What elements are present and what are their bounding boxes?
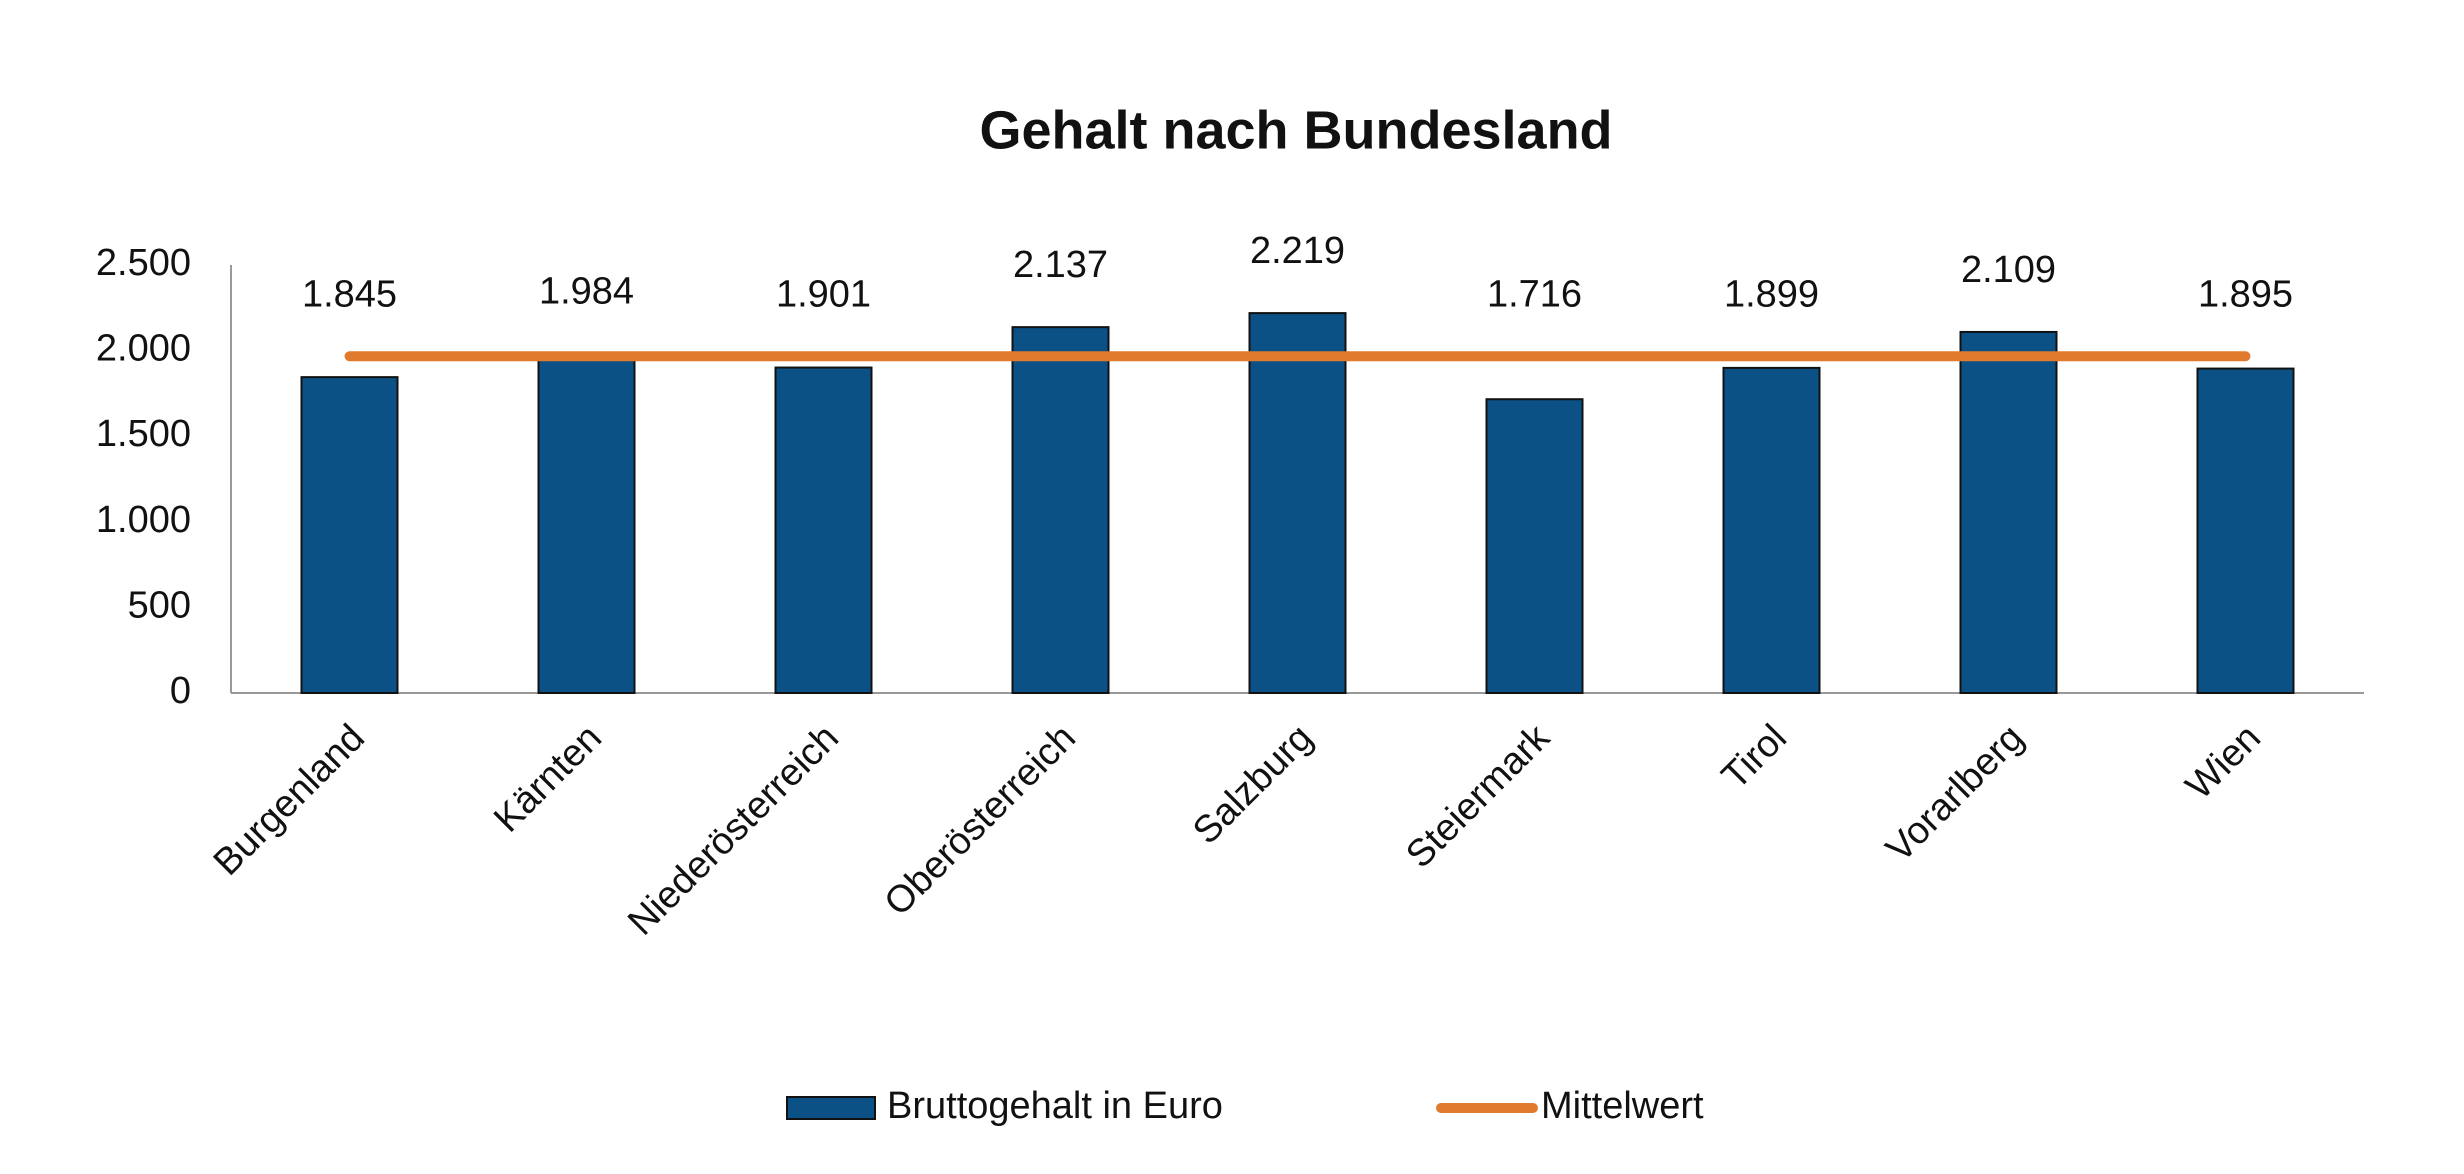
bar <box>1485 398 1584 694</box>
value-label: 2.137 <box>1013 244 1108 286</box>
x-tick-label: Kärnten <box>486 717 610 841</box>
value-label: 1.901 <box>776 273 871 315</box>
value-label: 1.845 <box>302 273 397 315</box>
x-tick-label: Vorarlberg <box>1878 717 2032 871</box>
y-tick-label: 1.000 <box>96 499 191 541</box>
x-tick-label: Tirol <box>1714 717 1795 798</box>
value-label: 1.716 <box>1487 273 1582 315</box>
y-tick-label: 2.500 <box>96 242 191 284</box>
legend-label: Mittelwert <box>1541 1085 1704 1127</box>
x-tick-label: Niederösterreich <box>620 717 847 944</box>
bar <box>1959 330 2058 694</box>
y-tick-label: 1.500 <box>96 413 191 455</box>
bar <box>1722 366 1821 694</box>
legend-swatch <box>786 1096 876 1120</box>
value-label: 1.895 <box>2198 273 2293 315</box>
x-tick-label: Oberösterreich <box>877 717 1084 924</box>
x-tick-label: Burgenland <box>206 717 373 884</box>
legend-label: Bruttogehalt in Euro <box>887 1085 1223 1127</box>
chart-title: Gehalt nach Bundesland <box>979 100 1612 160</box>
bar <box>1011 326 1110 694</box>
bar <box>2196 367 2295 694</box>
y-tick-label: 0 <box>170 670 191 712</box>
bar <box>537 352 636 694</box>
x-tick-label: Wien <box>2178 717 2269 808</box>
x-tick-label: Steiermark <box>1398 716 1558 876</box>
x-tick-label: Salzburg <box>1185 717 1321 853</box>
y-tick-label: 500 <box>128 584 191 626</box>
value-label: 2.219 <box>1250 230 1345 272</box>
value-label: 2.109 <box>1961 249 2056 291</box>
bar <box>774 366 873 694</box>
y-tick-label: 2.000 <box>96 328 191 370</box>
value-label: 1.899 <box>1724 273 1819 315</box>
bar <box>1248 312 1347 694</box>
value-label: 1.984 <box>539 270 634 312</box>
bar <box>300 376 399 694</box>
